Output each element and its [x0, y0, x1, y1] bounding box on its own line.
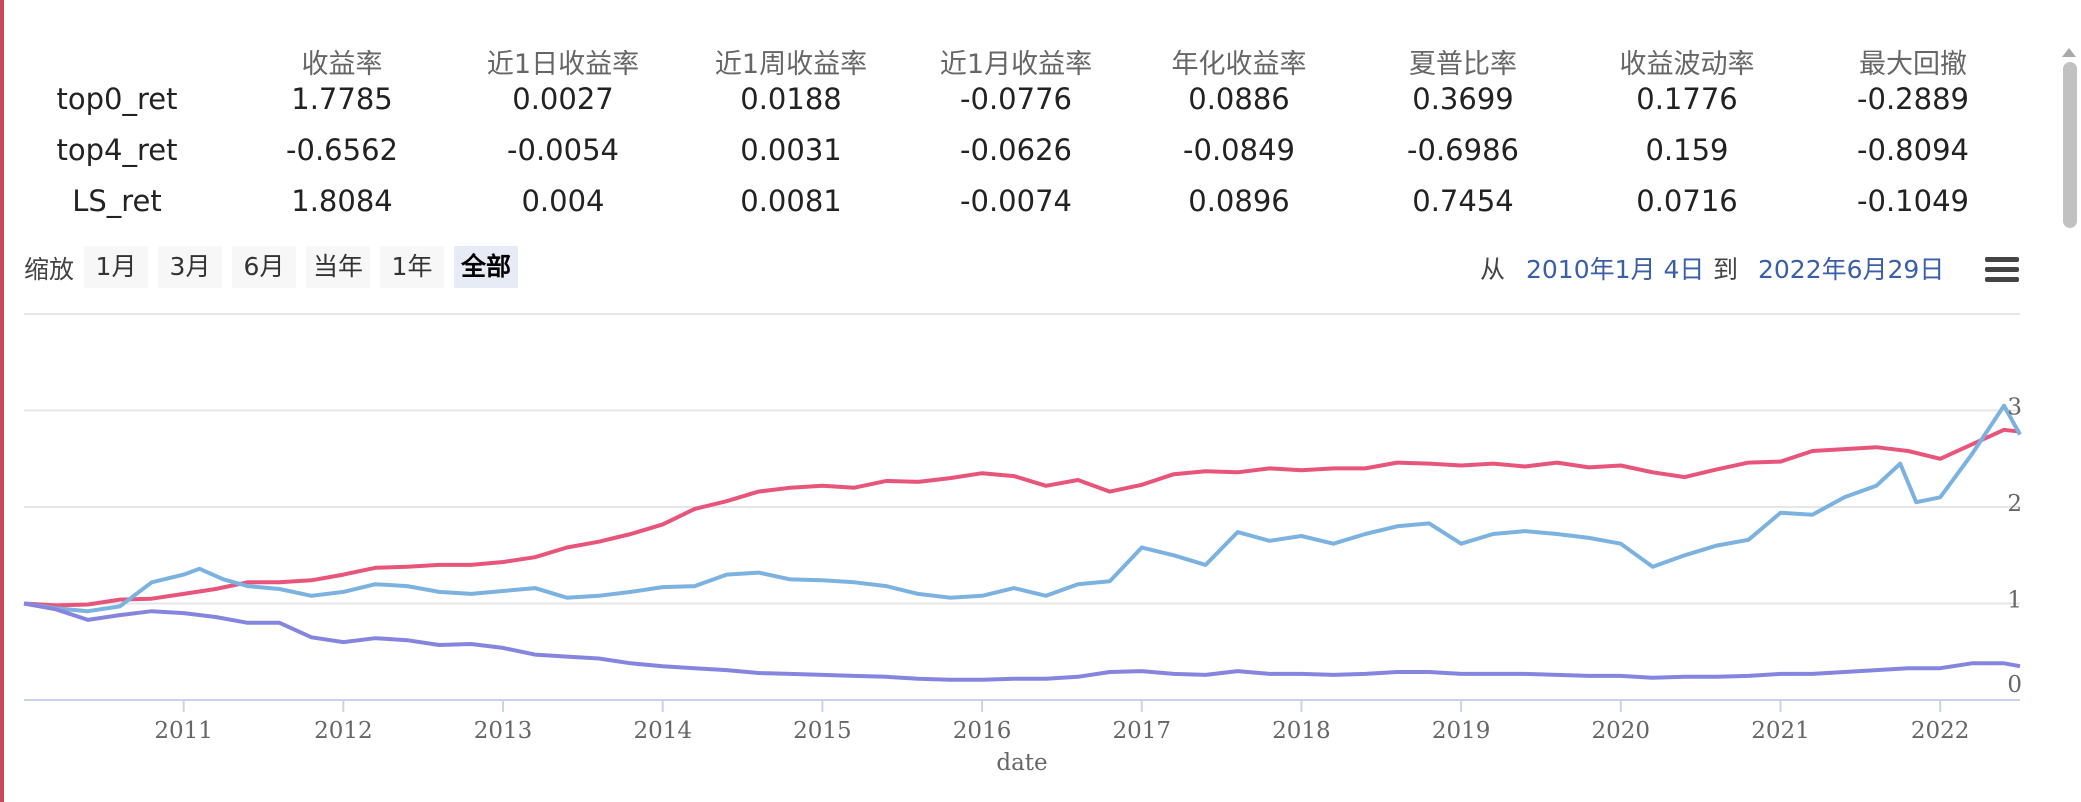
to-date-input[interactable]: 2022年6月29日 [1758, 255, 1945, 284]
left-accent-bar [0, 0, 4, 802]
zoom-button[interactable]: 6月 [232, 246, 296, 288]
table-cell: -0.0626 [960, 133, 1072, 167]
x-tick-label: 2014 [633, 718, 692, 744]
table-cell: -0.0074 [960, 184, 1072, 218]
x-tick-label: 2020 [1592, 718, 1651, 744]
zoom-button[interactable]: 当年 [306, 246, 370, 288]
table-cell: -0.6562 [286, 133, 398, 167]
series-line-1[interactable] [23, 403, 2022, 614]
table-cell: 0.3699 [1412, 82, 1514, 116]
series-line-2[interactable] [23, 601, 2021, 682]
table-cell: 0.0886 [1188, 82, 1290, 116]
zoom-label: 缩放 [24, 255, 75, 284]
zoom-button[interactable]: 1年 [380, 246, 444, 288]
range-selector: 缩放 1月 3月 6月 当年 1年 全部 从 2010年1月 4日 到 2022年6月29… [0, 240, 2081, 295]
column-header: 夏普比率 [1409, 49, 1517, 80]
column-header: 收益波动率 [1619, 49, 1755, 80]
column-header: 年化收益率 [1171, 49, 1307, 80]
series-line-0[interactable] [23, 427, 2021, 608]
y-tick-label: 2 [2007, 491, 2022, 517]
table-cell: 0.0896 [1188, 184, 1290, 218]
table-cell: 0.004 [521, 184, 605, 218]
line-chart: 0 1 2 3 2011 2012 2013 2014 2015 2016 2017 2018 2019… [23, 313, 2022, 776]
row-name: top0_ret [56, 82, 178, 116]
x-tick-label: 2011 [154, 718, 213, 744]
scroll-up-arrow-icon[interactable] [2062, 48, 2076, 57]
x-tick-label: 2013 [474, 718, 533, 744]
table-cell: -0.6986 [1407, 133, 1519, 167]
from-label: 从 [1480, 255, 1506, 284]
y-tick-label: 1 [2007, 588, 2022, 614]
x-tick-label: 2021 [1751, 718, 1810, 744]
scrollbar-thumb[interactable] [2063, 62, 2077, 228]
table-cell: 1.7785 [291, 82, 393, 116]
table-cell: -0.0849 [1183, 133, 1295, 167]
table-cell: -0.0776 [960, 82, 1072, 116]
table-cell: 0.159 [1645, 133, 1729, 167]
x-tick-label: 2022 [1911, 718, 1970, 744]
table-cell: 0.0031 [740, 133, 842, 167]
column-header: 近1日收益率 [486, 49, 640, 80]
table-cell: 0.7454 [1412, 184, 1514, 218]
table-cell: -0.1049 [1857, 184, 1969, 218]
table-cell: 0.1776 [1636, 82, 1738, 116]
x-tick-label: 2018 [1272, 718, 1331, 744]
table-cell: -0.2889 [1857, 82, 1969, 116]
y-tick-label: 3 [2007, 395, 2022, 421]
y-tick-label: 0 [2007, 672, 2022, 698]
row-name: top4_ret [56, 133, 178, 167]
menu-icon[interactable] [1985, 257, 2019, 283]
x-tick-label: 2012 [314, 718, 373, 744]
zoom-button[interactable]: 全部 [454, 246, 518, 288]
x-axis-label: date [996, 750, 1047, 776]
column-header: 近1月收益率 [939, 49, 1093, 80]
table-cell: -0.0054 [507, 133, 619, 167]
column-header: 最大回撤 [1859, 49, 1967, 80]
table-cell: 1.8084 [291, 184, 393, 218]
table-cell: -0.8094 [1857, 133, 1969, 167]
column-header: 近1周收益率 [714, 49, 868, 80]
to-label: 到 [1713, 255, 1739, 284]
table-cell: 0.0081 [740, 184, 842, 218]
table-cell: 0.0716 [1636, 184, 1738, 218]
zoom-button[interactable]: 1月 [84, 246, 148, 288]
table-cell: 0.0027 [512, 82, 614, 116]
x-tick-label: 2016 [953, 718, 1012, 744]
row-name: LS_ret [72, 184, 162, 218]
column-header: 收益率 [301, 49, 383, 80]
zoom-button[interactable]: 3月 [158, 246, 222, 288]
x-tick-label: 2019 [1432, 718, 1491, 744]
table-cell: 0.0188 [740, 82, 842, 116]
from-date-input[interactable]: 2010年1月 4日 [1526, 255, 1705, 284]
x-tick-label: 2017 [1112, 718, 1171, 744]
x-tick-label: 2015 [793, 718, 852, 744]
metrics-table: 收益率 近1日收益率 近1周收益率 近1月收益率 年化收益率 夏普比率 收益波动率 最大回撤 t… [0, 0, 2000, 235]
